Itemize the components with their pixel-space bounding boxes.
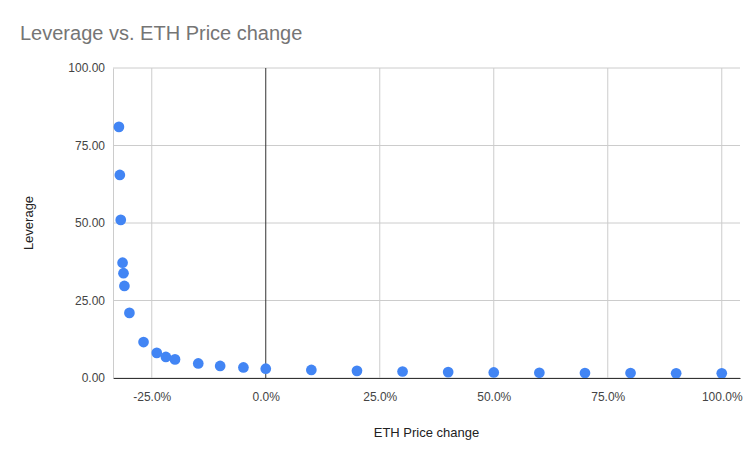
y-tick: 0.00	[82, 371, 113, 385]
point	[170, 354, 181, 365]
point	[193, 358, 204, 369]
y-tick: 75.00	[75, 139, 113, 153]
point	[161, 352, 172, 363]
grid-line	[151, 68, 152, 378]
x-tick: 100.0%	[702, 378, 743, 404]
y-tick-label: 25.00	[75, 294, 105, 308]
point	[488, 367, 499, 378]
x-tick-label: 25.0%	[363, 390, 397, 404]
point	[625, 368, 636, 378]
x-tick-label: 75.0%	[591, 390, 625, 404]
grid-line	[607, 68, 608, 378]
y-tick-label: 50.00	[75, 216, 105, 230]
y-tick-label: 75.00	[75, 139, 105, 153]
x-tick: 75.0%	[591, 378, 625, 404]
point	[580, 368, 591, 378]
y-axis: 0.00 25.00 50.00 75.00 100.00	[68, 61, 113, 385]
x-tick-label: 0.0%	[253, 390, 281, 404]
point	[114, 122, 125, 133]
point	[443, 367, 454, 378]
point	[117, 257, 128, 268]
point	[151, 348, 162, 359]
grid-line	[113, 378, 740, 379]
x-axis: -25.0% 0.0% 25.0% 50.0% 75.0% 100.0%	[114, 378, 743, 404]
point	[534, 367, 545, 378]
point	[115, 215, 126, 226]
grid-line	[113, 223, 740, 224]
y-tick: 25.00	[75, 294, 113, 308]
y-tick-label: 0.00	[82, 371, 106, 385]
x-tick-label: 50.0%	[477, 390, 511, 404]
grid-line	[721, 68, 722, 378]
grid-line	[493, 68, 494, 378]
x-axis-title: ETH Price change	[374, 425, 480, 440]
grid	[113, 68, 740, 378]
plot: -25.0% 0.0% 25.0% 50.0% 75.0% 100.0% 0.00 25.00…	[68, 61, 743, 403]
grid-line	[113, 68, 740, 69]
point	[716, 368, 727, 378]
grid-line	[379, 68, 380, 378]
point	[114, 170, 125, 181]
grid-line	[113, 300, 740, 301]
point	[671, 368, 682, 378]
y-tick: 100.00	[68, 61, 113, 75]
y-tick-label: 100.00	[68, 61, 105, 75]
point	[118, 268, 129, 279]
chart-title: Leverage vs. ETH Price change	[20, 22, 302, 44]
point	[260, 363, 271, 374]
x-axis-line	[114, 378, 741, 379]
x-tick: -25.0%	[133, 378, 171, 404]
point	[138, 337, 149, 348]
point	[306, 365, 317, 376]
y-axis-line	[113, 69, 114, 379]
y-tick: 50.00	[75, 216, 113, 230]
point	[215, 361, 226, 372]
point	[397, 366, 408, 377]
points	[114, 122, 728, 378]
x-tick-label: -25.0%	[133, 390, 171, 404]
grid-line	[113, 145, 740, 146]
x-tick: 50.0%	[477, 378, 511, 404]
y-axis-title: Leverage	[21, 196, 36, 250]
point	[119, 281, 130, 292]
x-tick: 0.0%	[253, 378, 281, 404]
point	[238, 362, 249, 373]
zero-line	[265, 68, 266, 378]
x-tick: 25.0%	[363, 378, 397, 404]
x-tick-label: 100.0%	[702, 390, 743, 404]
point	[124, 308, 135, 319]
point	[352, 366, 363, 377]
chart: Leverage vs. ETH Price change -25.0% 0.0% 2…	[0, 0, 748, 450]
